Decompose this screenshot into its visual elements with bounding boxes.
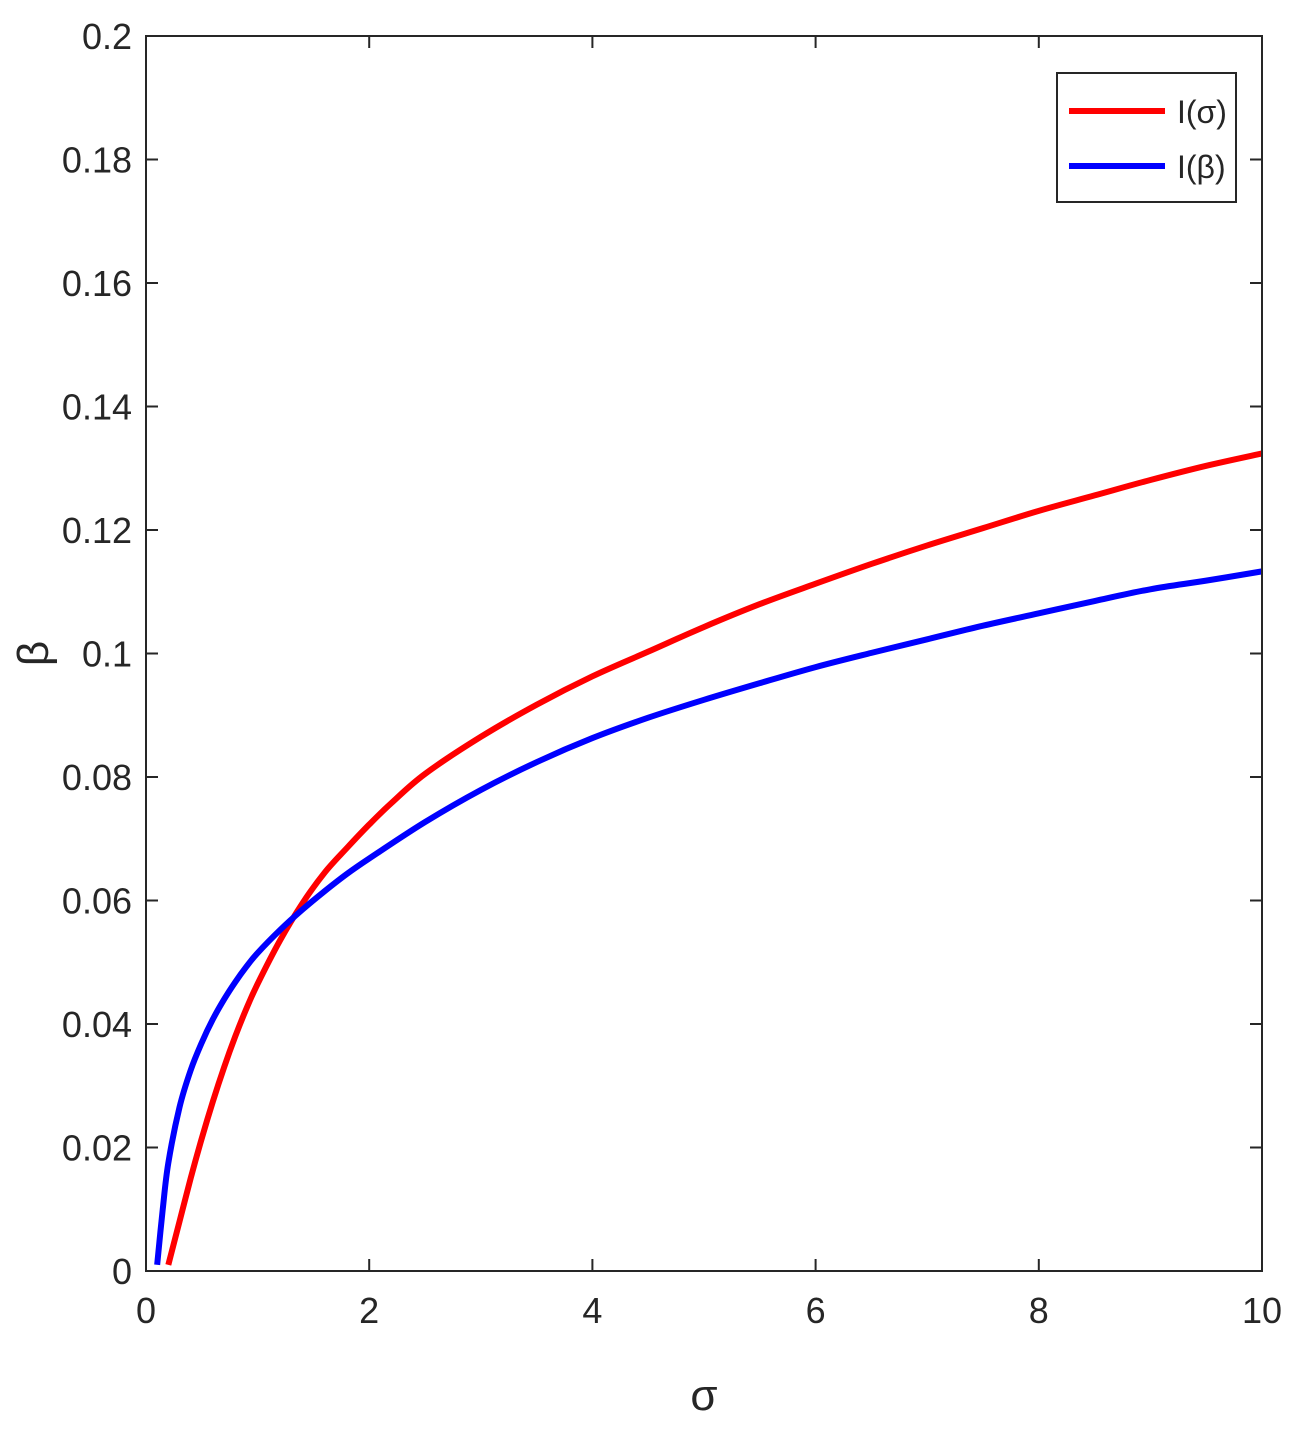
y-tick-label: 0.2 [82,16,132,57]
y-tick-label: 0.08 [62,757,132,798]
y-tick-label: 0.1 [82,634,132,675]
x-tick-label: 4 [582,1290,602,1331]
x-tick-label: 10 [1242,1290,1282,1331]
axis-ticks: 0 2 4 6 8 10 0 0.02 0.04 0.06 0.08 0.1 0.12 0.14 0.16 0… [62,16,1282,1331]
plot-area [146,36,1262,1271]
series-line-i-sigma [165,450,1263,1266]
axes-box [145,35,1263,1272]
y-tick-label: 0.06 [62,881,132,922]
y-tick-label: 0 [112,1251,132,1292]
x-tick-label: 0 [136,1290,156,1331]
y-tick-label: 0.02 [62,1128,132,1169]
y-tick-label: 0.04 [62,1004,132,1045]
legend-label: I(σ) [1177,94,1227,130]
x-axis-label: σ [690,1371,717,1420]
x-tick-label: 6 [806,1290,826,1331]
axes-frame [145,35,1263,1272]
x-tick-label: 2 [359,1290,379,1331]
y-tick-label: 0.12 [62,510,132,551]
series-lines [154,450,1263,1266]
series-line-i-beta [154,568,1263,1266]
y-tick-label: 0.16 [62,263,132,304]
plot-background [146,36,1262,1271]
x-tick-label: 8 [1029,1290,1049,1331]
y-tick-label: 0.18 [62,140,132,181]
legend-label: I(β) [1177,149,1226,185]
legend-box [1056,72,1237,203]
legend: I(σ) I(β) [1056,72,1237,203]
y-axis-label: β [9,641,58,666]
y-tick-label: 0.14 [62,387,132,428]
